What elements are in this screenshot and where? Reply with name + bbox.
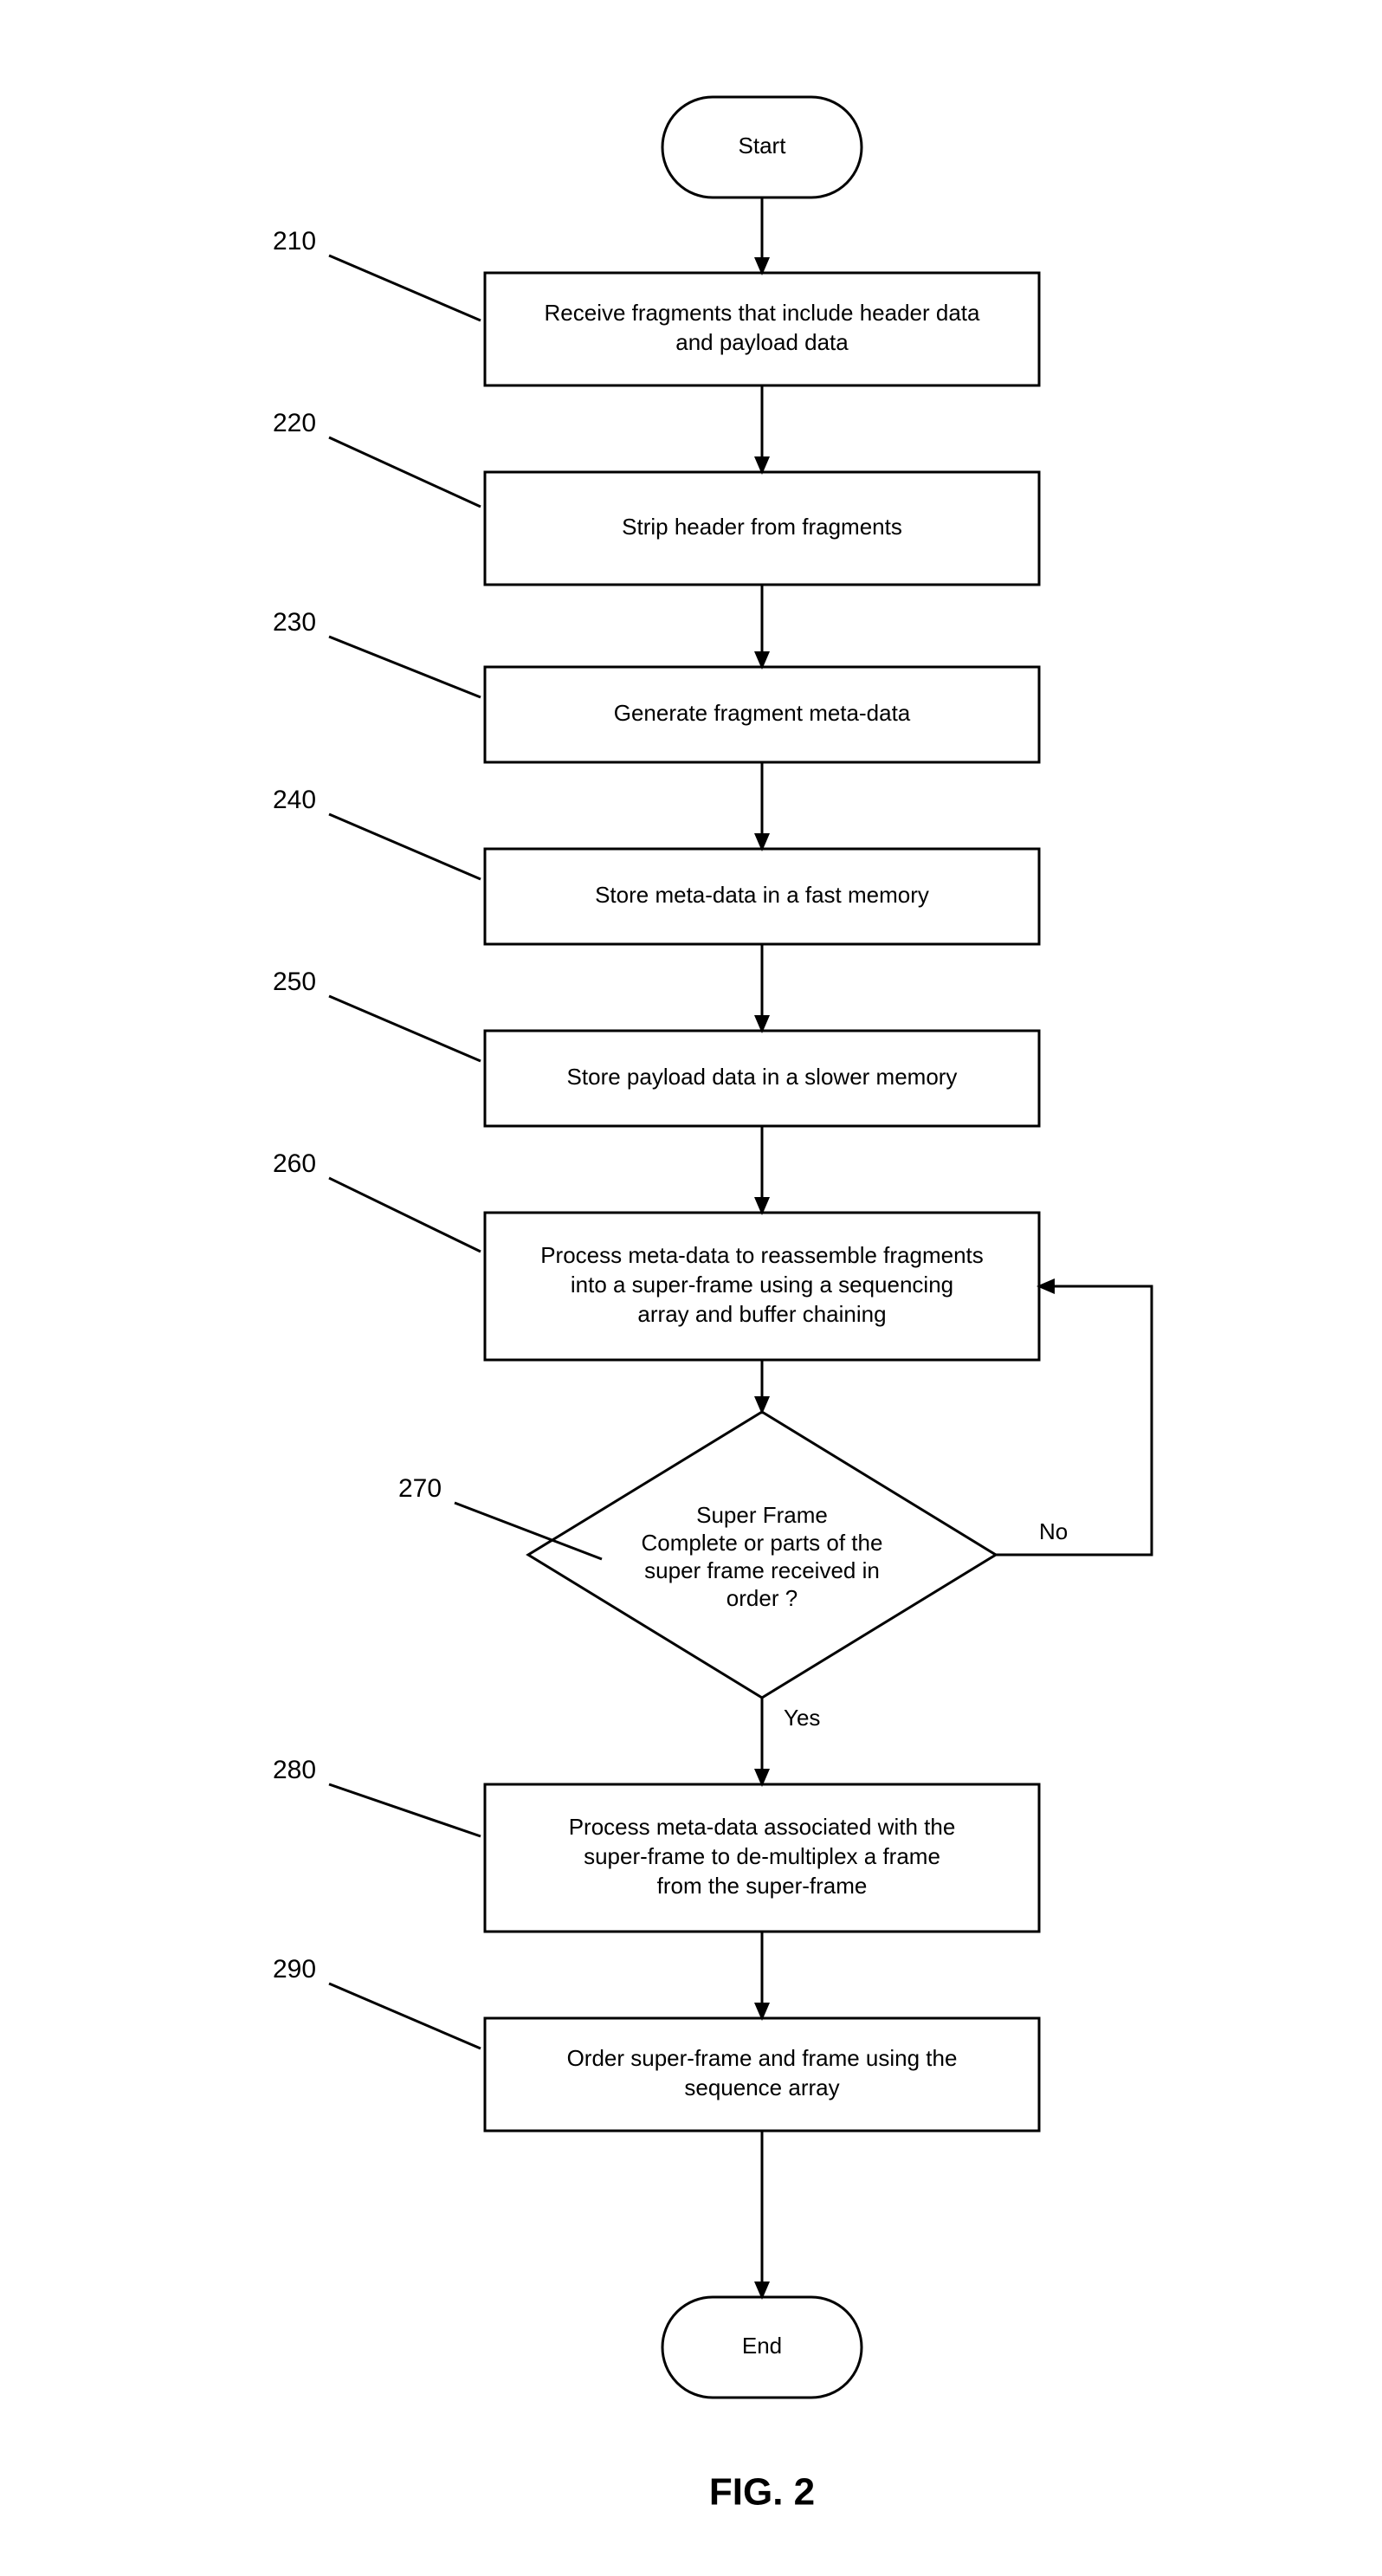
- process-box-210-line0: Receive fragments that include header da…: [545, 300, 981, 326]
- process-box-220-line0: Strip header from fragments: [622, 514, 902, 540]
- process-box-250: Store payload data in a slower memory: [485, 1031, 1039, 1126]
- ref-label-250: 250: [273, 968, 316, 996]
- process-box-280: Process meta-data associated with the sup…: [485, 1784, 1039, 1932]
- end-terminator: End: [662, 2297, 862, 2398]
- ref-leader-210: [329, 256, 481, 320]
- process-box-210: Receive fragments that include header da…: [485, 273, 1039, 385]
- process-box-250-line0: Store payload data in a slower memory: [567, 1064, 958, 1090]
- process-box-240: Store meta-data in a fast memory: [485, 849, 1039, 944]
- process-box-280-line2: from the super-frame: [657, 1873, 868, 1899]
- ref-leader-240: [329, 814, 481, 879]
- decision-270-line1: Complete or parts of the: [642, 1530, 883, 1556]
- process-box-290: Order super-frame and frame using the seq…: [485, 2018, 1039, 2131]
- decision-270-line2: super frame received in: [644, 1557, 880, 1583]
- end-terminator-label: End: [742, 2333, 782, 2359]
- ref-label-280: 280: [273, 1756, 316, 1784]
- ref-label-260: 260: [273, 1149, 316, 1178]
- process-box-220: Strip header from fragments: [485, 472, 1039, 585]
- ref-leader-260: [329, 1178, 481, 1252]
- ref-label-230: 230: [273, 608, 316, 637]
- ref-label-240: 240: [273, 786, 316, 814]
- process-box-280-line0: Process meta-data associated with the: [569, 1814, 956, 1840]
- ref-label-290: 290: [273, 1955, 316, 1984]
- process-box-210-line1: and payload data: [675, 329, 849, 355]
- ref-label-270: 270: [398, 1474, 442, 1503]
- process-box-290-line1: sequence array: [684, 2074, 839, 2100]
- process-box-260-line2: array and buffer chaining: [637, 1301, 886, 1327]
- figure-label: FIG. 2: [709, 2471, 815, 2514]
- process-box-260: Process meta-data to reassemble fragment…: [485, 1213, 1039, 1360]
- process-box-260-line1: into a super-frame using a sequencing: [571, 1272, 953, 1298]
- ref-leader-280: [329, 1784, 481, 1836]
- process-box-240-line0: Store meta-data in a fast memory: [595, 882, 929, 908]
- start-terminator: Start: [662, 97, 862, 197]
- decision-270: Super FrameComplete or parts of thesuper…: [528, 1412, 996, 1698]
- decision-270-line0: Super Frame: [696, 1502, 828, 1528]
- ref-leader-290: [329, 1984, 481, 2049]
- ref-leader-250: [329, 996, 481, 1061]
- decision-yes-label: Yes: [784, 1705, 820, 1731]
- process-box-260-line0: Process meta-data to reassemble fragment…: [540, 1242, 984, 1268]
- ref-label-210: 210: [273, 227, 316, 256]
- process-box-290-line0: Order super-frame and frame using the: [567, 2045, 958, 2071]
- ref-leader-220: [329, 437, 481, 507]
- process-box-230-line0: Generate fragment meta-data: [614, 700, 911, 726]
- decision-270-line3: order ?: [727, 1585, 798, 1611]
- process-box-280-line1: super-frame to de-multiplex a frame: [584, 1843, 940, 1869]
- ref-leader-230: [329, 637, 481, 697]
- decision-no-label: No: [1039, 1518, 1068, 1544]
- process-box-230: Generate fragment meta-data: [485, 667, 1039, 762]
- flowchart: Start End Receive fragments that include h…: [0, 0, 1382, 2576]
- ref-label-220: 220: [273, 409, 316, 437]
- start-terminator-label: Start: [739, 133, 787, 159]
